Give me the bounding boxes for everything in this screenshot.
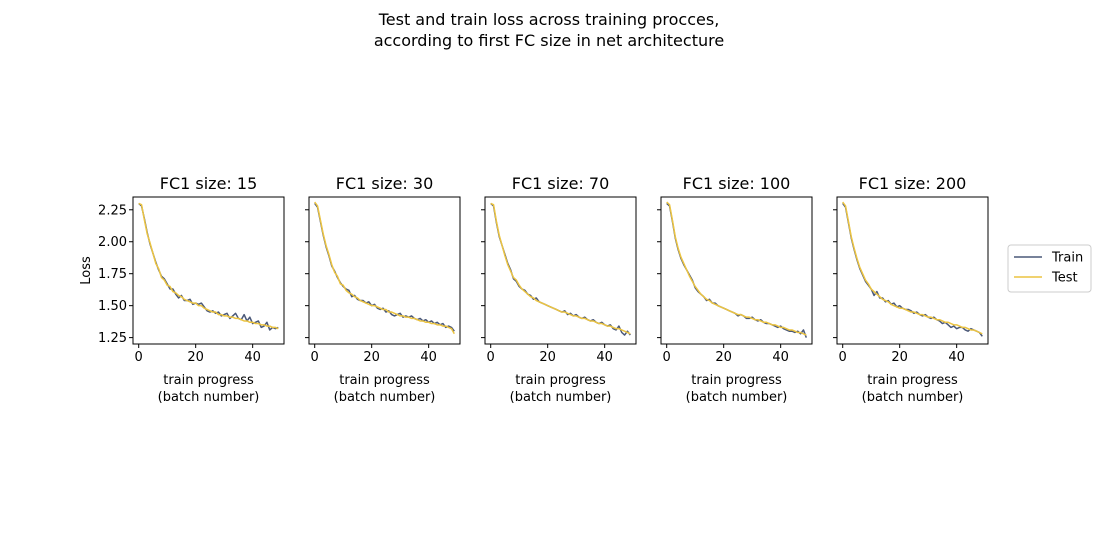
subplot-title: FC1 size: 15 [160,174,258,193]
x-tick-label: 0 [311,350,319,365]
series-line-test [666,201,807,336]
x-axis-label: (batch number) [158,390,260,405]
x-axis-label: train progress [691,373,782,388]
x-tick-label: 0 [135,350,143,365]
series-line-train [842,202,983,337]
y-tick-label: 1.75 [98,267,127,282]
x-tick-label: 40 [596,350,613,365]
x-tick-label: 0 [839,350,847,365]
x-tick-label: 20 [363,350,380,365]
axes-frame [836,196,989,345]
x-tick-label: 40 [244,350,261,365]
x-axis-label: train progress [515,373,606,388]
x-axis-label: train progress [339,373,430,388]
x-tick-label: 20 [891,350,908,365]
x-tick-label: 0 [487,350,495,365]
x-tick-label: 20 [715,350,732,365]
figure-title-line-2: according to first FC size in net archit… [373,31,725,50]
series-line-test [314,201,455,335]
x-axis-label: train progress [867,373,958,388]
subplot-2: FC1 size: 30 0 20 40 train progress (batch nu… [305,174,461,405]
x-tick-label: 20 [187,350,204,365]
axes-frame [132,196,285,345]
y-tick-label: 2.25 [98,203,127,218]
axes-frame [484,196,637,345]
x-axis-label: (batch number) [334,390,436,405]
x-axis-label: (batch number) [862,390,964,405]
y-tick-label: 2.00 [98,235,127,250]
legend-label-test: Test [1051,271,1078,286]
x-axis-label: train progress [163,373,254,388]
subplot-3: FC1 size: 70 0 20 40 train progress (batch nu… [481,174,637,405]
axes-frame [660,196,813,345]
subplot-title: FC1 size: 100 [683,174,791,193]
axes-frame [308,196,461,345]
series-line-test [842,201,983,335]
x-axis-label: (batch number) [510,390,612,405]
subplot-title: FC1 size: 70 [512,174,610,193]
series-line-train [314,202,455,332]
x-tick-label: 20 [539,350,556,365]
series-line-train [490,202,631,336]
series-line-train [138,202,279,331]
subplot-title: FC1 size: 200 [859,174,967,193]
legend: Train Test [1007,244,1092,293]
x-tick-label: 40 [420,350,437,365]
y-tick-label: 1.25 [98,331,127,346]
x-tick-label: 40 [948,350,965,365]
figure-title-line-1: Test and train loss across training proc… [378,10,720,29]
x-tick-label: 0 [663,350,671,365]
subplot-1: FC1 size: 15 0 20 40 1.25 1.50 1.75 2.00 2.25 tra… [98,174,285,405]
x-tick-label: 40 [772,350,789,365]
series-line-test [138,202,279,330]
series-line-test [490,202,631,335]
subplot-title: FC1 size: 30 [336,174,434,193]
x-axis-label: (batch number) [686,390,788,405]
subplot-5: FC1 size: 200 0 20 40 train progress (batch n… [833,174,989,405]
y-tick-label: 1.50 [98,299,127,314]
legend-label-train: Train [1051,251,1083,266]
y-axis-label: Loss [79,256,94,285]
subplot-4: FC1 size: 100 0 20 40 train progress (batch n… [657,174,813,405]
